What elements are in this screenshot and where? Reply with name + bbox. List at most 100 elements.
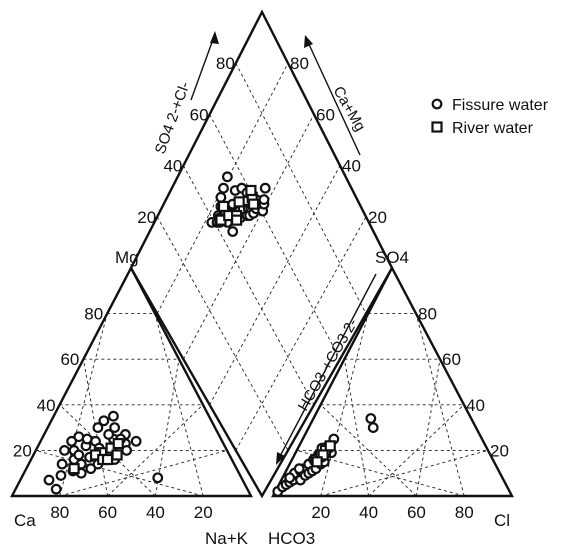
anion-grid-l [343,359,370,497]
legend-label-fissure: Fissure water [452,97,549,114]
tick-layer: 20 40 60 80 80 60 40 20 20 40 60 80 20 40 60 80 20 40 60 80… [13,54,509,522]
tick-cation-na: 20 [194,503,213,522]
arrow-hco3-co3 [276,273,377,465]
arrow-ca-mg [304,35,361,156]
point-fissure-anion [365,413,377,424]
point-river-cation [111,449,123,461]
point-fissure-cation [81,433,93,445]
tick-diamond-camg: 40 [342,157,361,176]
corner-label-mg: Mg [115,248,139,267]
tick-anion-cl: 40 [359,503,378,522]
tick-diamond-so4cl: 40 [163,157,182,176]
legend-marker-fissure [431,98,443,110]
tick-cation-mg: 60 [60,350,79,369]
point-fissure-anion [284,472,296,484]
point-fissure-cation [73,449,85,461]
frame-layer [10,9,514,499]
tick-anion-so4: 40 [466,396,485,415]
point-river-diamond [217,200,230,213]
anion-grid-r [415,313,465,497]
corner-label-cl: Cl [494,511,510,530]
point-river-anion [324,440,336,452]
diamond-grid-a [235,62,367,314]
diamond-grid-a [209,114,341,360]
tick-cation-mg: 80 [84,305,103,324]
cation-grid-l [35,449,204,497]
anion-grid-r [320,449,489,497]
point-river-cation [68,463,80,475]
tick-diamond-camg: 20 [368,208,387,227]
point-fissure-cation [59,445,70,456]
point-fissure-cation [56,458,68,470]
cation-grid-r [154,313,204,497]
tick-diamond-so4cl: 20 [137,208,156,227]
point-fissure-anion [293,463,305,475]
corner-label-so4-text: SO4 [375,248,409,267]
axis-label-so4-cl: SO4 2-+Cl- [152,80,194,157]
tick-diamond-so4cl: 60 [190,105,209,124]
point-fissure-cation [109,422,121,434]
point-fissure-diamond [227,226,239,237]
point-river-anion [317,449,329,461]
axis-label-hco3: HCO3 [268,529,315,548]
anion-grid-r [415,359,441,497]
cation-grid-r [59,449,228,497]
point-fissure-diamond [258,194,270,206]
diamond-grid-a [156,216,289,451]
axis-label-ca-mg: Ca+Mg [330,84,369,135]
point-fissure-diamond [221,171,233,183]
point-river-diamond [247,198,260,210]
tick-anion-so4: 20 [490,441,509,460]
grid-layer [35,62,489,497]
point-fissure-diamond [218,182,229,194]
axis-label-na-k: Na+K [205,529,249,548]
point-fissure-diamond [215,191,227,203]
tick-anion-so4: 60 [442,350,461,369]
tick-anion-cl: 80 [455,503,474,522]
point-fissure-cation [107,410,119,422]
cation-grid-l [59,313,108,497]
legend-marker-river [431,121,443,133]
diamond-grid-b [183,114,315,360]
tick-anion-cl: 60 [407,503,426,522]
tick-cation-na: 80 [50,503,69,522]
legend-label-river: River water [452,120,534,137]
point-fissure-cation [130,435,142,447]
cation-grid-l [82,359,109,497]
tick-cation-na: 60 [98,503,117,522]
anion-grid-r [368,404,465,497]
tick-diamond-camg: 60 [316,105,335,124]
corner-label-ca: Ca [14,511,36,530]
tick-diamond-so4cl: 80 [216,54,235,73]
point-river-cation [101,453,114,466]
tick-cation-mg: 40 [37,396,56,415]
point-river-diamond [245,184,257,197]
diamond-grid-b [235,216,367,451]
anion-grid-l [320,313,369,497]
point-fissure-cation [55,470,67,481]
anion-grid-l [320,404,417,497]
arrow-so4-cl [190,31,219,101]
corner-label-so4: SO4 [375,248,409,267]
tick-diamond-camg: 80 [290,54,309,73]
point-fissure-cation [50,483,62,495]
cation-grid-r [154,359,180,497]
tick-anion-cl: 20 [311,503,330,522]
point-fissure-cation [66,435,78,447]
tick-anion-so4: 80 [418,305,437,324]
point-river-diamond [231,214,243,226]
point-fissure-cation [98,415,110,427]
cation-frame [10,265,253,498]
point-fissure-cation [103,429,115,440]
point-river-diamond [233,196,245,208]
tick-cation-na: 40 [146,503,165,522]
legend: Fissure water River water [431,97,549,137]
point-fissure-cation [43,474,55,486]
point-fissure-cation [85,463,97,475]
point-river-anion [311,456,323,468]
cation-grid-r [107,404,204,497]
point-fissure-diamond [259,182,271,194]
point-river-cation [112,437,124,450]
point-fissure-anion [367,422,379,434]
diamond-frame [129,9,394,499]
